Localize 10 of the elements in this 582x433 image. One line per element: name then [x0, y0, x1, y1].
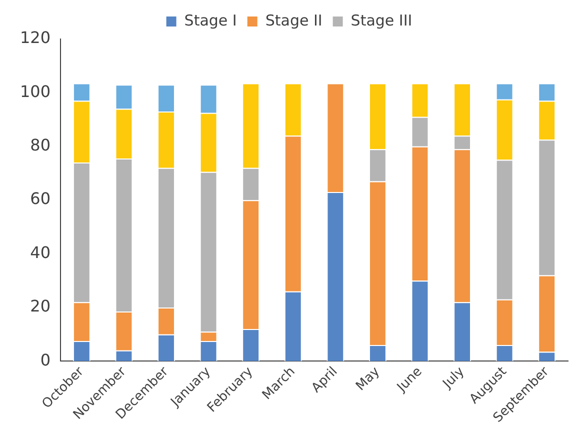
y-tick-label: 80	[30, 136, 51, 155]
legend-label: Stage III	[350, 11, 412, 30]
y-tick-label: 0	[40, 350, 51, 370]
y-tick-label: 120	[20, 28, 51, 48]
y-tick-label: 20	[30, 296, 51, 316]
y-tick-label: 40	[30, 242, 51, 262]
y-tick-label: 60	[30, 189, 51, 208]
legend-label: Stage II	[265, 11, 322, 30]
legend-label: Stage I	[184, 11, 237, 30]
y-tick-label: 100	[20, 82, 51, 101]
